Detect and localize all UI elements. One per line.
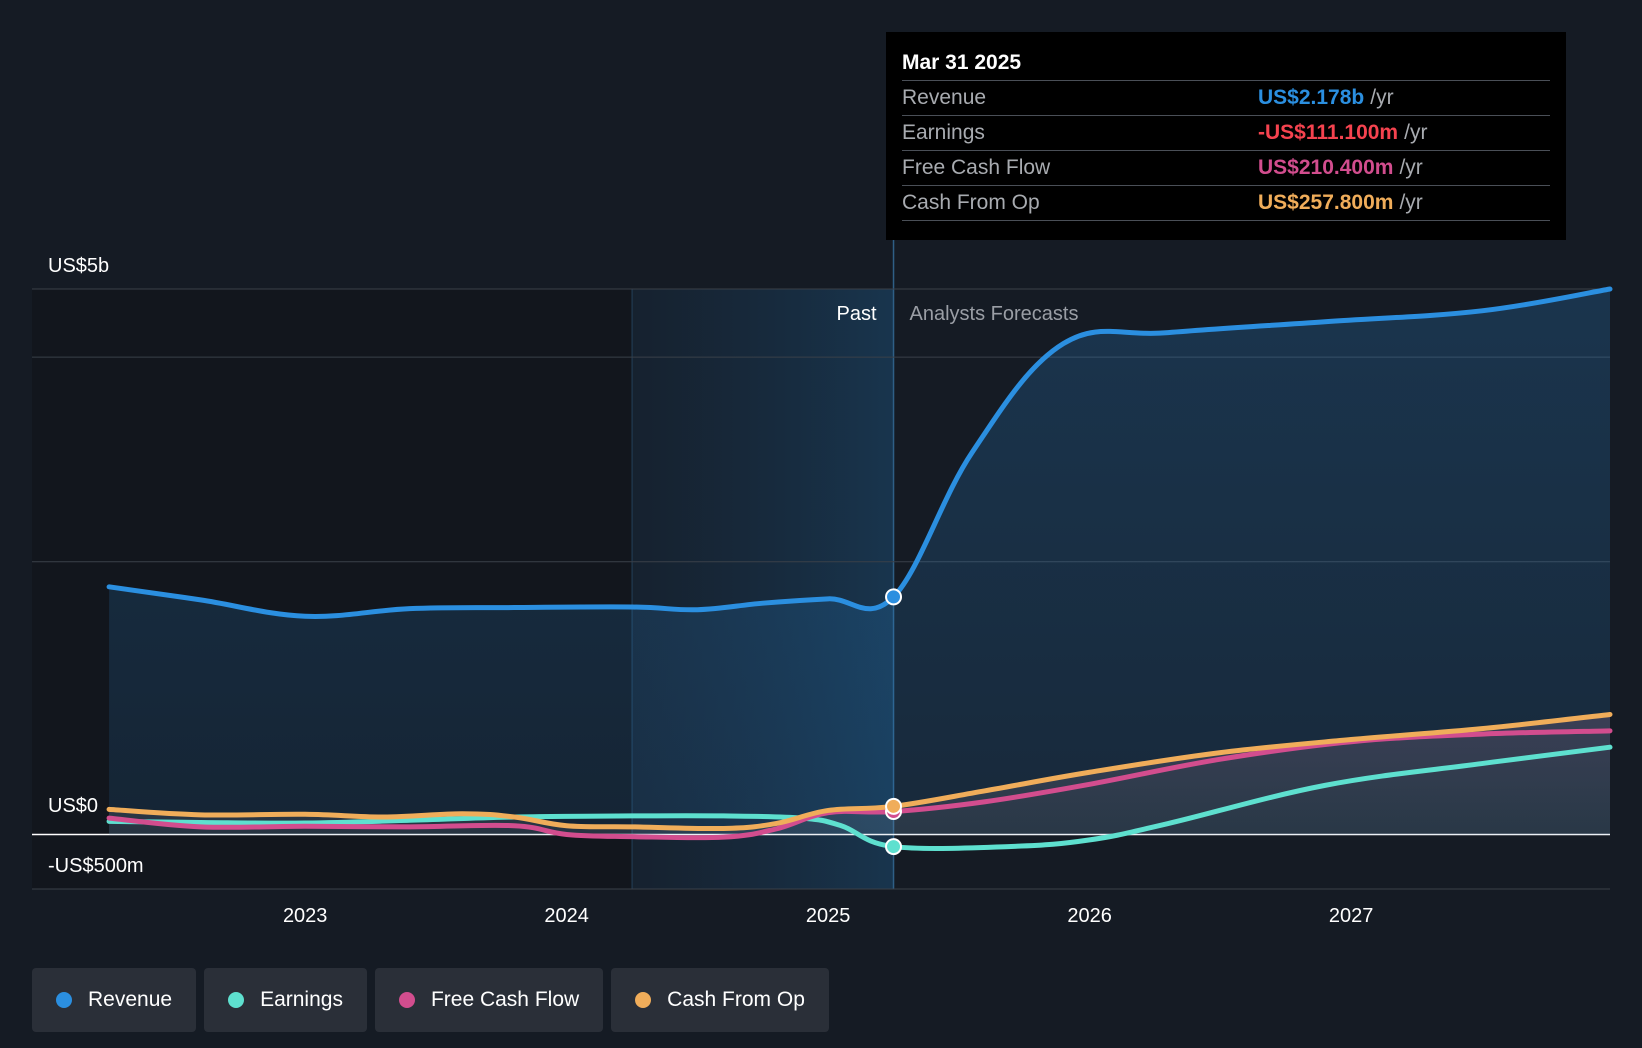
tooltip-unit: /yr <box>1404 121 1428 144</box>
legend-item-earnings[interactable]: Earnings <box>204 968 367 1032</box>
tooltip-label: Earnings <box>902 121 985 144</box>
tooltip-row-earnings: Earnings -US$111.100m /yr <box>902 116 1550 151</box>
legend-item-revenue[interactable]: Revenue <box>32 968 197 1032</box>
legend-dot-icon <box>56 992 72 1008</box>
y-tick-label: US$0 <box>48 795 98 817</box>
data-tooltip: Mar 31 2025 Revenue US$2.178b /yr Earnin… <box>886 32 1566 240</box>
tooltip-unit: /yr <box>1370 86 1394 109</box>
legend-label: Cash From Op <box>667 988 805 1011</box>
x-tick-label: 2023 <box>283 905 328 927</box>
free-cash-flow-line <box>106 728 1613 841</box>
legend-item-free-cash-flow[interactable]: Free Cash Flow <box>374 968 604 1032</box>
tooltip-label: Cash From Op <box>902 191 1040 214</box>
revenue-marker <box>885 588 903 606</box>
legend-label: Free Cash Flow <box>430 988 580 1011</box>
x-tick-label: 2027 <box>1329 905 1374 927</box>
tooltip-value: US$210.400m <box>1258 156 1394 179</box>
tooltip-value: US$2.178b <box>1258 86 1365 109</box>
tooltip-row-revenue: Revenue US$2.178b /yr <box>902 81 1550 116</box>
chart-legend: Revenue Earnings Free Cash Flow Cash Fro… <box>32 968 829 1032</box>
forecast-label: Analysts Forecasts <box>910 303 1079 325</box>
tooltip-date: Mar 31 2025 <box>902 46 1550 81</box>
x-tick-label: 2025 <box>806 905 851 927</box>
tooltip-value: US$257.800m <box>1258 191 1394 214</box>
revenue-area <box>109 289 1611 835</box>
legend-dot-icon <box>228 992 245 1008</box>
tooltip-row-cash-from-op: Cash From Op US$257.800m /yr <box>902 186 1550 221</box>
tooltip-row-free-cash-flow: Free Cash Flow US$210.400m /yr <box>902 151 1550 186</box>
y-tick-label: US$5b <box>48 255 109 277</box>
x-tick-label: 2026 <box>1067 905 1112 927</box>
tooltip-value: -US$111.100m <box>1258 121 1399 144</box>
tooltip-label: Free Cash Flow <box>902 156 1051 179</box>
legend-label: Earnings <box>260 988 343 1011</box>
earnings-line <box>106 744 1613 851</box>
earnings-marker <box>885 838 903 856</box>
cash-from-op-line <box>106 711 1613 832</box>
legend-label: Revenue <box>88 988 173 1011</box>
cash-from-op-marker <box>885 797 903 815</box>
tooltip-unit: /yr <box>1399 156 1423 179</box>
legend-dot-icon <box>398 992 415 1008</box>
tooltip-unit: /yr <box>1399 191 1423 214</box>
y-tick-label: -US$500m <box>48 855 144 877</box>
revenue-line <box>106 286 1613 619</box>
tooltip-label: Revenue <box>902 86 987 109</box>
past-label: Past <box>836 303 876 325</box>
x-tick-label: 2024 <box>544 905 589 927</box>
legend-item-cash-from-op[interactable]: Cash From Op <box>611 968 829 1032</box>
legend-dot-icon <box>635 992 652 1008</box>
